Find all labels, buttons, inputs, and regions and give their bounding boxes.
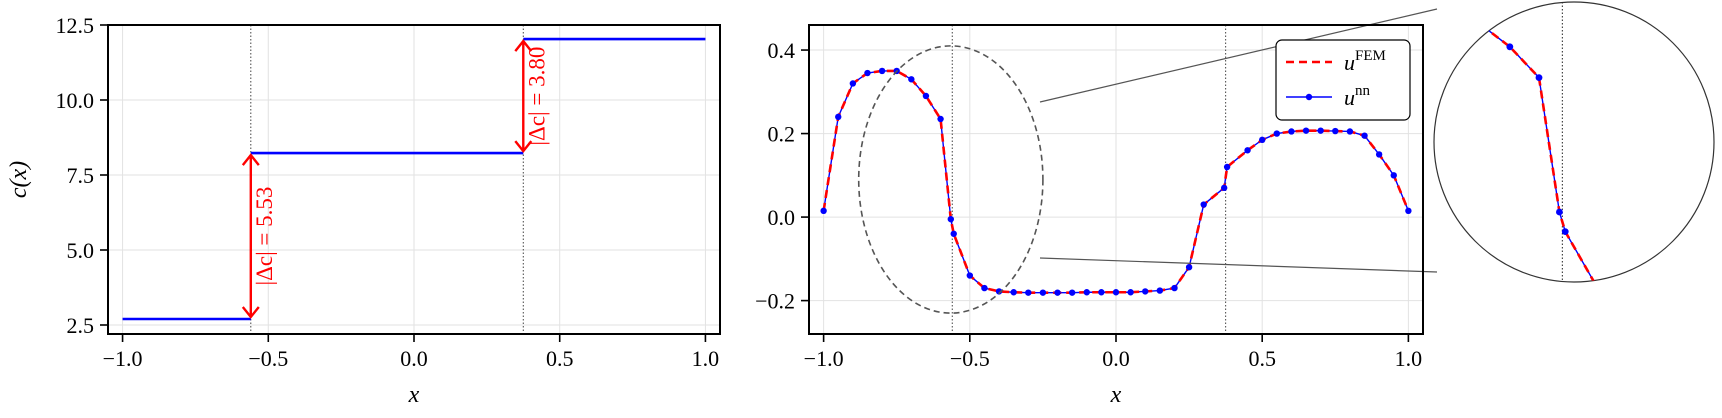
inset-data-point-nn <box>1477 21 1485 28</box>
data-point-nn <box>937 115 944 123</box>
data-point-nn <box>1332 127 1339 135</box>
data-point-nn <box>835 113 842 121</box>
inset-data-point-nn <box>1448 9 1455 17</box>
data-point-nn <box>947 215 955 223</box>
data-point-nn <box>1025 289 1032 296</box>
inset-data-point-nn <box>1652 305 1659 312</box>
y-tick-label: 0.0 <box>768 205 796 230</box>
inset-data-point-nn <box>1561 228 1569 236</box>
data-point-nn <box>1390 172 1397 179</box>
data-point-nn <box>864 69 871 77</box>
x-tick-label: 0.5 <box>1248 346 1276 371</box>
data-point-nn <box>1068 289 1076 296</box>
data-point-nn <box>1273 130 1281 137</box>
data-point-nn <box>981 284 988 292</box>
data-point-nn <box>1054 289 1061 296</box>
data-point-nn <box>1258 136 1266 144</box>
inset-data-point-nn <box>1506 43 1514 51</box>
data-point-nn <box>1010 289 1017 296</box>
legend-entry-sup: nn <box>1355 83 1371 99</box>
legend-entry-base: u <box>1344 85 1355 110</box>
x-tick-label: 0.0 <box>1102 346 1130 371</box>
data-point-nn <box>849 80 857 87</box>
data-point-nn <box>1244 147 1251 154</box>
x-tick-label: −1.0 <box>103 346 143 371</box>
data-point-nn <box>1098 289 1105 296</box>
data-point-nn <box>1039 289 1047 296</box>
data-point-nn <box>966 272 974 279</box>
inset-data-point-nn <box>1556 208 1563 216</box>
legend-entry-fem: uFEM <box>1344 48 1386 75</box>
data-point-nn <box>1361 132 1368 139</box>
data-point-nn <box>1288 128 1295 135</box>
inset-data-point-nn <box>1711 307 1718 314</box>
data-point-nn <box>1302 127 1310 134</box>
x-axis-label: x <box>408 382 420 408</box>
x-tick-label: −1.0 <box>804 346 844 371</box>
data-point-nn <box>1112 289 1120 296</box>
data-point-nn <box>878 67 886 75</box>
data-point-nn <box>1083 289 1090 296</box>
data-point-nn <box>1317 127 1324 134</box>
inset-series-line-fem <box>1434 11 1714 282</box>
data-point-nn <box>820 207 827 215</box>
data-point-nn <box>995 288 1003 295</box>
legend-entry-sup: FEM <box>1355 48 1386 64</box>
y-tick-label: 2.5 <box>67 313 95 338</box>
legend-box <box>1275 39 1411 121</box>
data-point-nn <box>1220 184 1228 192</box>
x-tick-label: 1.0 <box>692 346 720 371</box>
x-tick-label: −0.5 <box>950 346 990 371</box>
y-tick-label: 12.5 <box>56 13 95 38</box>
y-tick-label: 10.0 <box>56 88 95 113</box>
y-tick-label: 0.2 <box>768 122 796 147</box>
y-tick-label: −0.2 <box>755 289 795 314</box>
data-point-nn <box>1375 151 1383 158</box>
data-point-nn <box>1127 289 1134 296</box>
y-tick-label: 0.4 <box>768 38 796 63</box>
delta-annotation-label: |Δc| = 3.80 <box>525 47 550 146</box>
zoom-connector-bottom <box>1039 257 1438 273</box>
inset-circle <box>1433 1 1715 283</box>
panel-left-step-coefficient: |Δc| = 5.53 |Δc| = 3.80 −1.0 −0.5 0.0 0.5 1.0 2… <box>6 13 721 408</box>
inset-data-point-nn <box>1535 74 1543 81</box>
data-point-nn <box>1200 201 1207 208</box>
x-tick-label: 0.0 <box>400 346 428 371</box>
data-point-nn <box>922 92 930 100</box>
y-tick-label: 7.5 <box>67 163 95 188</box>
legend-entry-nn: unn <box>1344 83 1371 110</box>
data-point-nn <box>1171 284 1178 292</box>
x-tick-label: −0.5 <box>248 346 288 371</box>
zoom-ellipse <box>857 45 1044 314</box>
x-axis-label: x <box>1110 382 1122 408</box>
data-point-nn <box>1156 287 1164 294</box>
delta-arrow-head-bottom <box>514 140 533 154</box>
inset-data-point-nn <box>1681 307 1688 314</box>
x-tick-label: 1.0 <box>1395 346 1423 371</box>
delta-arrow-head-top <box>514 39 533 52</box>
inset-data-point-nn <box>1623 301 1630 308</box>
y-axis-label: c(x) <box>6 161 32 198</box>
inset-data-point-nn <box>1594 284 1601 291</box>
data-point-nn <box>1405 207 1412 215</box>
delta-annotation-label: |Δc| = 5.53 <box>252 187 277 286</box>
data-point-nn <box>1346 128 1354 135</box>
y-tick-label: 5.0 <box>67 238 95 263</box>
data-point-nn <box>1223 163 1231 171</box>
legend-marker-nn <box>1305 93 1313 101</box>
delta-arrow-head-bottom <box>241 306 260 319</box>
series-line-fem <box>822 69 1410 294</box>
data-point-nn <box>1185 263 1193 271</box>
x-tick-label: 0.5 <box>546 346 574 371</box>
delta-arrow-head-top <box>241 153 260 166</box>
zoom-inset <box>1433 1 1718 314</box>
data-point-nn <box>1142 288 1149 295</box>
data-point-nn <box>908 76 915 83</box>
legend-entry-base: u <box>1344 50 1355 75</box>
data-point-nn <box>950 230 957 237</box>
